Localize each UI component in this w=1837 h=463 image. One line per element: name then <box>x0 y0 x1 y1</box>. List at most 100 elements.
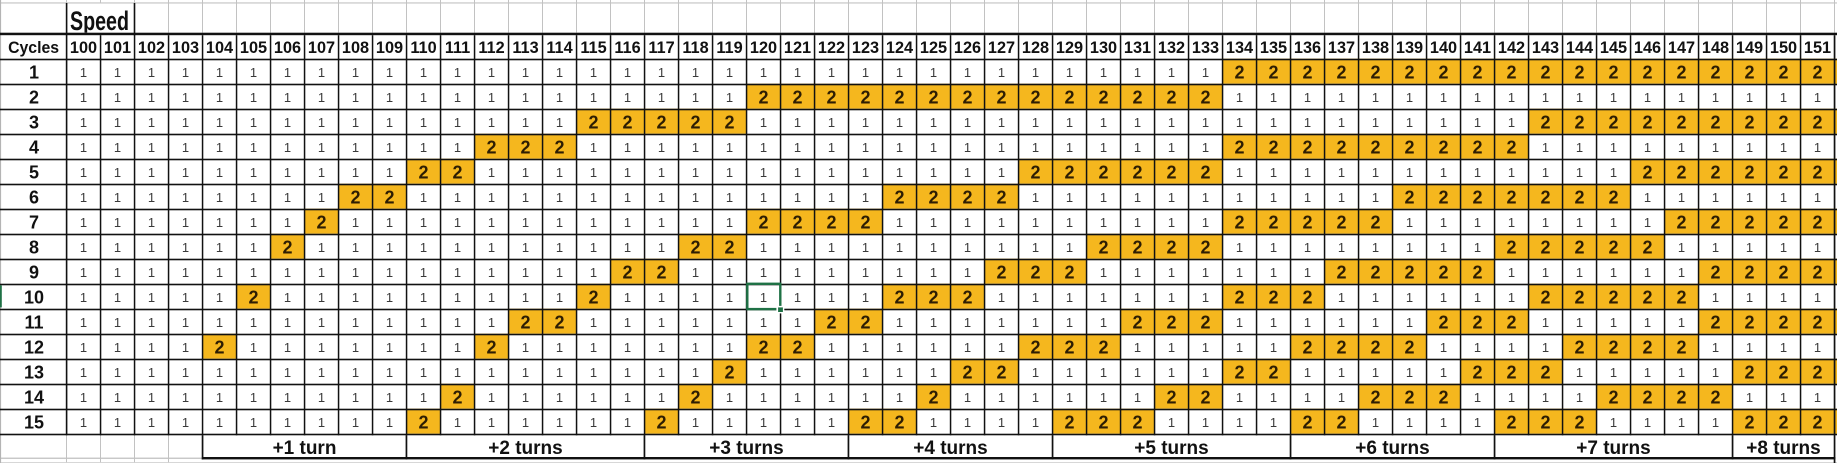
svg-text:1: 1 <box>1100 65 1107 80</box>
svg-text:1: 1 <box>488 415 495 430</box>
svg-text:2: 2 <box>996 187 1006 207</box>
svg-text:1: 1 <box>692 90 699 105</box>
svg-text:2: 2 <box>826 87 836 107</box>
svg-text:2: 2 <box>1336 137 1346 157</box>
svg-text:2: 2 <box>1540 187 1550 207</box>
svg-text:1: 1 <box>148 190 155 205</box>
svg-text:103: 103 <box>172 39 199 57</box>
svg-text:13: 13 <box>24 363 44 383</box>
svg-text:1: 1 <box>658 90 665 105</box>
svg-text:132: 132 <box>1158 39 1185 57</box>
svg-text:1: 1 <box>726 215 733 230</box>
svg-text:1: 1 <box>930 165 937 180</box>
svg-text:1: 1 <box>1610 215 1617 230</box>
svg-text:1: 1 <box>284 415 291 430</box>
svg-text:1: 1 <box>80 415 87 430</box>
svg-text:1: 1 <box>1168 415 1175 430</box>
svg-text:1: 1 <box>1746 240 1753 255</box>
svg-text:1: 1 <box>964 215 971 230</box>
svg-text:1: 1 <box>590 215 597 230</box>
svg-text:1: 1 <box>896 365 903 380</box>
svg-text:1: 1 <box>250 115 257 130</box>
svg-text:1: 1 <box>862 290 869 305</box>
svg-text:1: 1 <box>318 365 325 380</box>
svg-text:1: 1 <box>1304 315 1311 330</box>
svg-text:1: 1 <box>1746 340 1753 355</box>
svg-text:1: 1 <box>1508 265 1515 280</box>
svg-text:1: 1 <box>1644 140 1651 155</box>
svg-text:1: 1 <box>862 165 869 180</box>
svg-text:2: 2 <box>1200 237 1210 257</box>
svg-text:1: 1 <box>1134 140 1141 155</box>
svg-text:1: 1 <box>182 190 189 205</box>
svg-text:1: 1 <box>794 140 801 155</box>
svg-text:1: 1 <box>692 290 699 305</box>
svg-text:145: 145 <box>1600 39 1627 57</box>
svg-text:1: 1 <box>794 65 801 80</box>
svg-text:1: 1 <box>420 240 427 255</box>
svg-text:1: 1 <box>1202 415 1209 430</box>
svg-text:10: 10 <box>24 288 44 308</box>
svg-text:1: 1 <box>352 65 359 80</box>
svg-text:1: 1 <box>1712 140 1719 155</box>
svg-text:2: 2 <box>1370 212 1380 232</box>
svg-text:2: 2 <box>1336 62 1346 82</box>
svg-text:1: 1 <box>488 190 495 205</box>
svg-text:2: 2 <box>1302 412 1312 432</box>
svg-text:1: 1 <box>216 315 223 330</box>
svg-text:1: 1 <box>1814 390 1821 405</box>
svg-text:2: 2 <box>928 187 938 207</box>
svg-text:1: 1 <box>250 140 257 155</box>
svg-text:2: 2 <box>1234 362 1244 382</box>
svg-text:2: 2 <box>1710 62 1720 82</box>
svg-text:2: 2 <box>996 262 1006 282</box>
svg-text:1: 1 <box>964 340 971 355</box>
svg-text:1: 1 <box>1032 290 1039 305</box>
svg-text:2: 2 <box>1778 162 1788 182</box>
svg-text:1: 1 <box>318 265 325 280</box>
svg-text:1: 1 <box>1032 240 1039 255</box>
svg-text:2: 2 <box>1268 137 1278 157</box>
svg-text:2: 2 <box>928 387 938 407</box>
svg-text:2: 2 <box>928 87 938 107</box>
svg-text:1: 1 <box>556 240 563 255</box>
svg-text:2: 2 <box>1166 387 1176 407</box>
svg-text:1: 1 <box>828 65 835 80</box>
svg-text:1: 1 <box>964 390 971 405</box>
svg-text:110: 110 <box>410 39 436 57</box>
svg-text:1: 1 <box>930 215 937 230</box>
svg-text:2: 2 <box>418 412 428 432</box>
svg-text:1: 1 <box>148 290 155 305</box>
svg-text:151: 151 <box>1804 39 1831 57</box>
svg-text:1: 1 <box>80 290 87 305</box>
svg-text:1: 1 <box>1032 140 1039 155</box>
svg-text:1: 1 <box>1338 315 1345 330</box>
svg-text:1: 1 <box>1236 90 1243 105</box>
svg-text:1: 1 <box>726 190 733 205</box>
svg-text:1: 1 <box>1542 265 1549 280</box>
svg-text:1: 1 <box>862 140 869 155</box>
svg-text:1: 1 <box>284 340 291 355</box>
svg-text:1: 1 <box>284 265 291 280</box>
svg-text:1: 1 <box>1712 365 1719 380</box>
svg-text:1: 1 <box>1236 390 1243 405</box>
svg-text:2: 2 <box>1404 62 1414 82</box>
svg-text:1: 1 <box>1134 215 1141 230</box>
svg-text:2: 2 <box>894 287 904 307</box>
svg-text:1: 1 <box>284 165 291 180</box>
svg-text:1: 1 <box>1168 290 1175 305</box>
svg-text:1: 1 <box>828 265 835 280</box>
svg-text:1: 1 <box>1440 290 1447 305</box>
svg-text:1: 1 <box>1270 390 1277 405</box>
svg-text:1: 1 <box>998 340 1005 355</box>
svg-text:1: 1 <box>352 315 359 330</box>
svg-text:1: 1 <box>454 315 461 330</box>
svg-text:2: 2 <box>1710 162 1720 182</box>
svg-text:2: 2 <box>1812 362 1822 382</box>
svg-text:1: 1 <box>1304 165 1311 180</box>
svg-text:1: 1 <box>556 290 563 305</box>
svg-text:2: 2 <box>1642 387 1652 407</box>
svg-text:2: 2 <box>1098 337 1108 357</box>
svg-text:1: 1 <box>114 115 121 130</box>
svg-text:1: 1 <box>420 215 427 230</box>
